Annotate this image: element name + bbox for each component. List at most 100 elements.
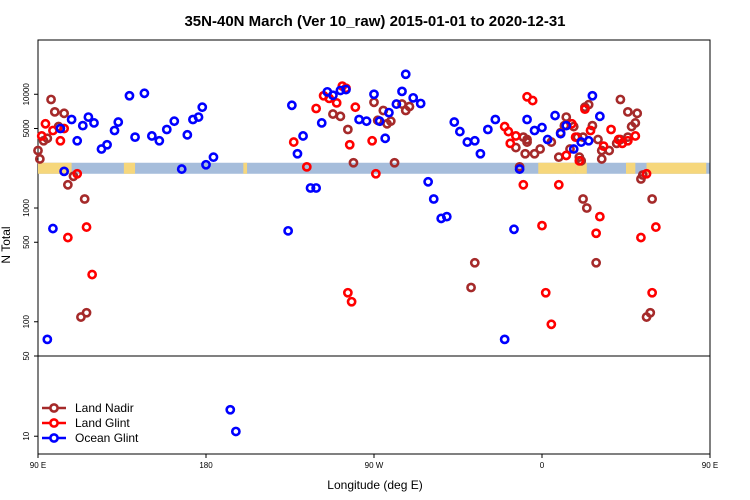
land-glint-point	[540, 287, 551, 298]
land-glint-point	[580, 104, 590, 115]
land-nadir-point	[593, 134, 603, 145]
x-axis: 90 E 180 90 W 0 90 E	[30, 454, 718, 470]
land-glint-point	[641, 168, 652, 179]
land-coverage-segment	[626, 162, 636, 174]
land-nadir-point	[645, 307, 656, 318]
land-coverage-segment	[243, 162, 248, 174]
land-coverage-segment	[646, 162, 707, 174]
lower-y-axis: 10 50	[22, 351, 38, 441]
land-nadir-point	[369, 97, 379, 108]
x-tick-label: 0	[540, 461, 545, 470]
ocean-glint-point	[384, 107, 394, 118]
ocean-glint-point	[428, 194, 439, 204]
land-nadir-point	[79, 194, 90, 204]
land-glint-point	[594, 211, 605, 222]
land-glint-point	[350, 102, 361, 113]
land-coverage-segment	[123, 162, 136, 174]
ocean-glint-point	[55, 123, 66, 134]
ocean-glint-point	[499, 334, 510, 345]
ocean-glint-point	[182, 129, 193, 140]
land-glint-point	[503, 126, 514, 137]
ocean-glint-point	[341, 84, 351, 95]
lower-y-tick-label: 50	[22, 351, 31, 360]
ocean-glint-point	[305, 183, 316, 193]
ocean-glint-point	[286, 100, 297, 111]
land-nadir-point	[34, 154, 45, 164]
land-glint-point	[331, 97, 342, 108]
land-glint-point	[55, 135, 66, 146]
land-coverage-segment	[38, 162, 72, 174]
ocean-glint-point	[89, 118, 99, 128]
coverage-band	[38, 162, 710, 174]
ocean-glint-point	[522, 114, 532, 125]
lower-panel-frame	[37, 355, 711, 455]
ocean-glint-point	[568, 144, 579, 154]
ocean-glint-point	[354, 114, 364, 125]
land-glint-point	[591, 228, 602, 239]
land-nadir-point	[469, 257, 480, 268]
ocean-glint-point	[161, 124, 172, 135]
ocean-glint-point	[423, 176, 434, 187]
land-nadir-point	[389, 157, 400, 168]
ocean-glint-point	[311, 183, 322, 193]
ocean-glint-point	[139, 88, 150, 99]
land-glint-point	[585, 125, 596, 136]
land-glint-point	[344, 139, 355, 150]
ocean-glint-point	[83, 112, 94, 122]
land-glint-point	[647, 287, 658, 298]
ocean-glint-point	[298, 131, 308, 141]
ocean-glint-point	[316, 118, 327, 128]
land-nadir-point	[596, 154, 607, 164]
ocean-glint-point	[449, 117, 460, 127]
ocean-glint-point	[482, 124, 493, 135]
legend-label-land-glint: Land Glint	[75, 416, 130, 430]
ocean-glint-point	[113, 117, 124, 127]
ocean-glint-point	[102, 139, 112, 150]
land-glint-point	[505, 138, 516, 149]
ocean-glint-point	[509, 224, 519, 235]
land-nadir-point	[348, 157, 359, 168]
legend-marker-land-nadir	[49, 403, 59, 413]
land-glint-point	[553, 179, 564, 190]
land-glint-point	[510, 131, 521, 141]
ocean-glint-point	[576, 137, 587, 147]
x-tick-label: 180	[199, 461, 213, 470]
ocean-glint-point	[48, 223, 58, 234]
land-glint-point	[574, 155, 585, 166]
ocean-glint-point	[225, 404, 236, 415]
ocean-glint-point	[555, 128, 566, 139]
ocean-glint-point	[197, 102, 208, 113]
land-coverage-segment	[538, 162, 576, 174]
land-nadir-point	[81, 307, 92, 318]
land-nadir-point	[466, 282, 476, 293]
ocean-glint-point	[583, 135, 594, 146]
land-glint-point	[527, 95, 538, 106]
ocean-glint-point	[454, 126, 465, 137]
ocean-glint-point	[77, 120, 88, 131]
ocean-glint-point	[193, 112, 204, 122]
ocean-glint-point	[397, 86, 407, 97]
land-nadir-point	[553, 152, 564, 163]
legend-marker-ocean-glint	[49, 433, 59, 443]
x-tick-label: 90 E	[30, 461, 46, 470]
ocean-glint-point	[391, 99, 402, 109]
land-glint-point	[622, 135, 633, 146]
land-nadir-point	[578, 194, 588, 204]
land-nadir-point	[328, 109, 338, 119]
upper-y-tick-label: 10000	[22, 83, 31, 106]
land-glint-point	[288, 137, 299, 147]
ocean-glint-point	[124, 90, 135, 101]
ocean-glint-point	[361, 116, 372, 127]
chart-title: 35N-40N March (Ver 10_raw) 2015-01-01 to…	[184, 13, 565, 30]
ocean-glint-point	[415, 98, 426, 109]
ocean-glint-point	[369, 89, 379, 100]
land-glint-point	[346, 296, 357, 307]
land-glint-point	[48, 125, 58, 136]
ocean-glint-point	[587, 90, 598, 101]
ocean-coverage-band	[38, 162, 710, 174]
ocean-glint-point	[475, 148, 486, 159]
ocean-glint-point	[374, 116, 385, 127]
ocean-glint-point	[550, 110, 560, 121]
land-glint-point	[36, 131, 47, 141]
ocean-glint-point	[462, 137, 473, 147]
